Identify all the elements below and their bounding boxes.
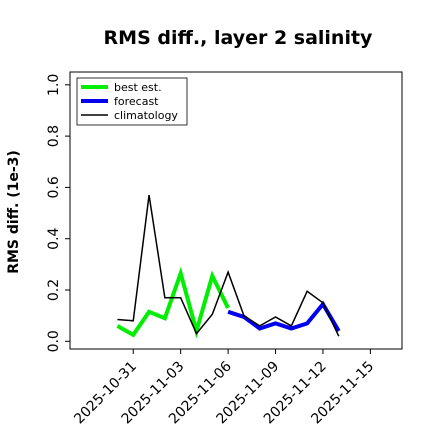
series-line-forecast	[227, 300, 341, 333]
plot-area-frame	[69, 71, 403, 350]
y-tick-label: 0.4	[46, 227, 62, 249]
legend: best est. forecast climatology	[76, 77, 188, 126]
y-tick-label: 0.8	[46, 125, 62, 147]
x-axis-ticks: 2025-10-312025-11-032025-11-062025-11-09…	[71, 349, 377, 427]
y-tick-label: 0.0	[46, 330, 62, 352]
series-line-climatology	[117, 194, 340, 337]
y-tick-label: 0.6	[46, 176, 62, 198]
series-line-best-est	[116, 266, 230, 339]
legend-label-forecast: forecast	[114, 95, 159, 108]
y-axis-label: RMS diff. (1e-3)	[6, 150, 22, 274]
y-axis-ticks: 0.0 0.2 0.4 0.6 0.8 1.0	[46, 74, 70, 352]
legend-label-climatology: climatology	[114, 109, 178, 122]
series-layer	[116, 194, 341, 339]
chart-title: RMS diff., layer 2 salinity	[104, 27, 374, 49]
y-tick-label: 0.2	[46, 279, 62, 301]
legend-label-best-est: best est.	[114, 81, 162, 94]
y-tick-label: 1.0	[46, 74, 62, 96]
